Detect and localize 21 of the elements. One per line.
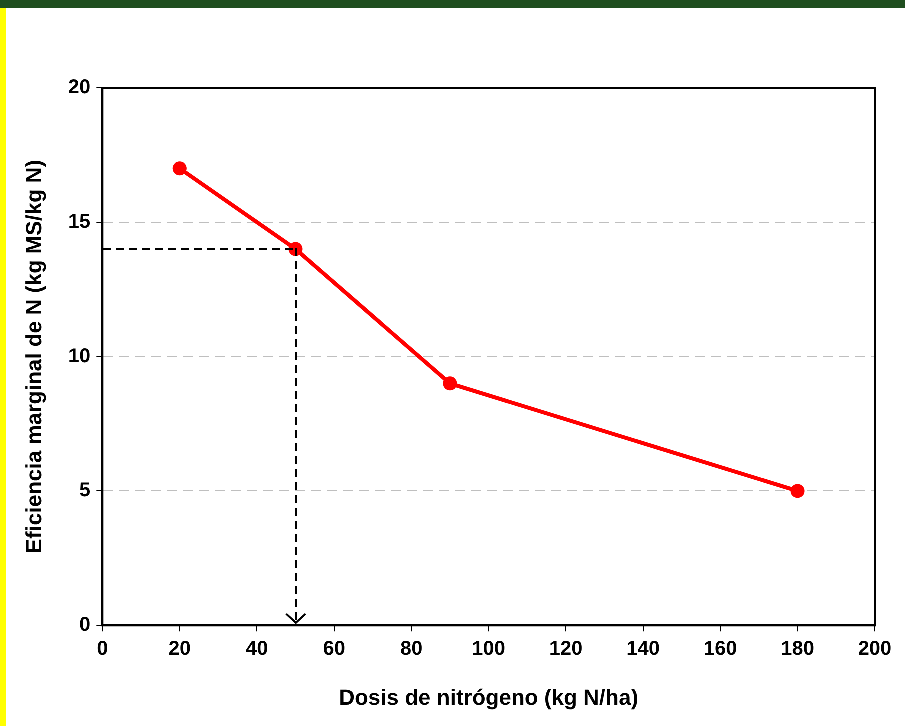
x-tick-label: 180 xyxy=(781,638,814,660)
point xyxy=(443,376,458,391)
x-tick-label: 40 xyxy=(246,638,268,660)
point xyxy=(172,162,187,176)
x-tick-label: 60 xyxy=(323,638,346,660)
x-axis-title: Dosis de nitrógeno (kg N/ha) xyxy=(339,684,639,710)
x-tick-label: 80 xyxy=(400,638,423,660)
x-tick-label: 160 xyxy=(704,638,738,660)
x-tick-label: 0 xyxy=(97,638,108,660)
x-tick-label: 120 xyxy=(549,638,583,660)
x-tick-label: 200 xyxy=(858,638,892,660)
y-tick-label: 10 xyxy=(68,345,91,368)
x-tick-label: 20 xyxy=(168,638,192,660)
y-tick-label: 15 xyxy=(68,210,91,233)
y-axis-title: Eficiencia marginal de N (kg MS/kg N) xyxy=(21,160,46,554)
x-tick-label: 100 xyxy=(472,638,506,660)
y-tick-label: 5 xyxy=(80,480,91,502)
y-tick-label: 0 xyxy=(80,614,91,636)
x-tick-label: 140 xyxy=(626,638,660,660)
y-tick-label: 20 xyxy=(68,76,91,99)
point xyxy=(790,484,805,498)
